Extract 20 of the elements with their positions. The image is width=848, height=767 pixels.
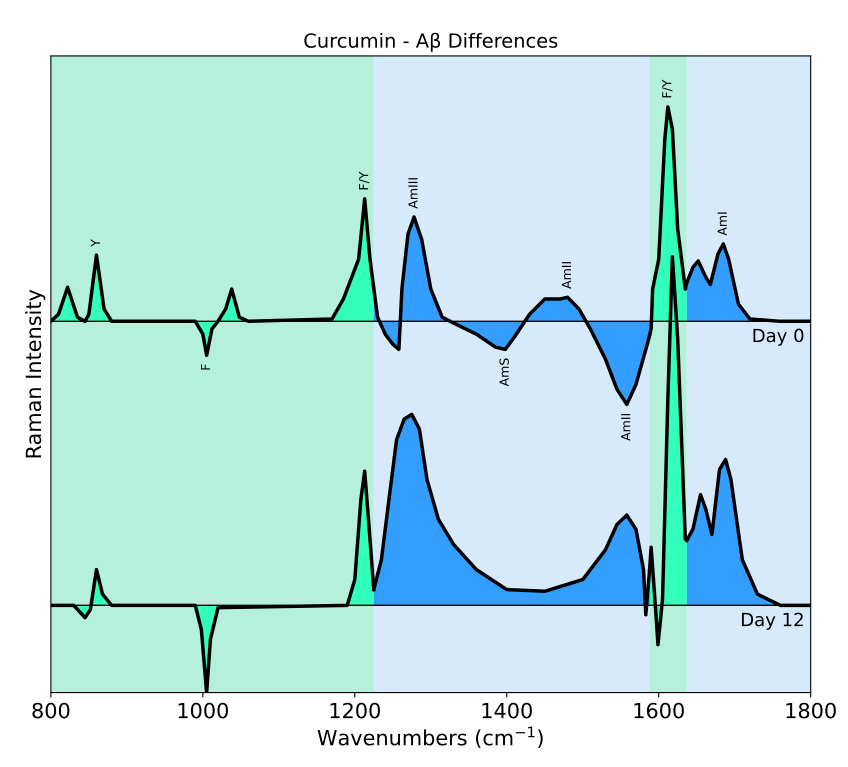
x-tick-label: 800 <box>32 702 70 718</box>
chart-title: Curcumin - Aβ Differences <box>304 32 558 52</box>
x-tick-label: 1000 <box>178 702 228 718</box>
annotation: AmII <box>562 262 571 289</box>
annotation: F/Y <box>359 171 370 190</box>
annotation: AmIII <box>408 178 418 209</box>
ref-line-label: Day 12 <box>742 612 803 630</box>
annotation: AmII <box>621 414 630 441</box>
x-tick-label: 1800 <box>786 702 836 718</box>
x-tick-label: 1200 <box>330 702 380 718</box>
annotation: AmS <box>499 358 509 386</box>
x-tick-label: 1400 <box>482 702 532 718</box>
annotation: F <box>200 364 210 370</box>
x-axis-title: Wavenumbers (cm$^{−1}$) <box>318 726 543 748</box>
ref-line-label: Day 0 <box>754 328 804 346</box>
annotation: Y <box>90 239 100 247</box>
y-axis-title: Raman Intensity <box>25 290 46 458</box>
annotation: AmI <box>718 212 727 236</box>
x-tick-label: 1600 <box>634 702 684 718</box>
annotation: F/Y <box>662 80 672 98</box>
